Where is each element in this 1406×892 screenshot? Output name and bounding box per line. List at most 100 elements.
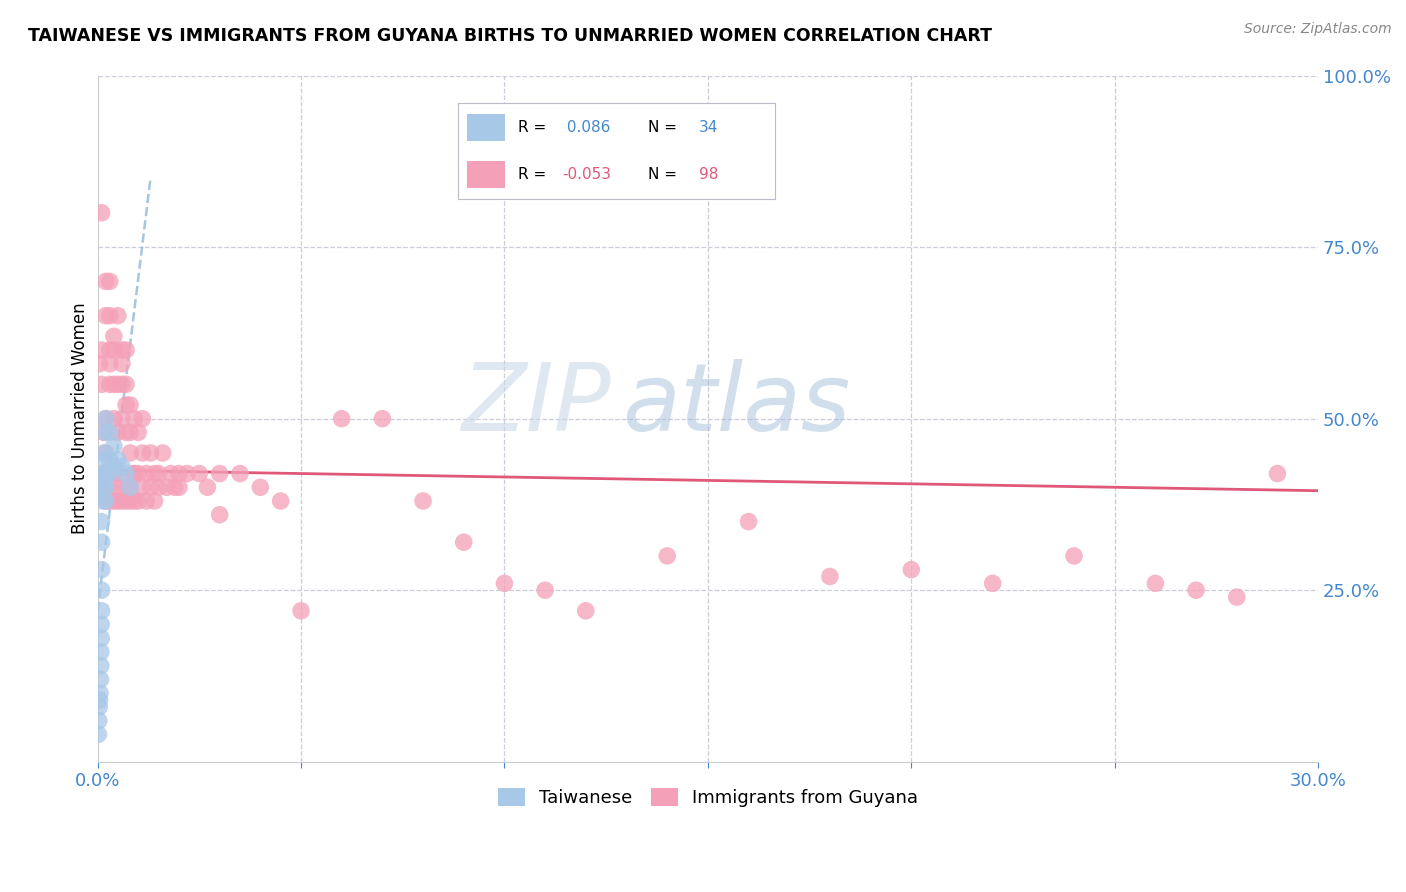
Point [91, 480, 114, 494]
Text: Source: ZipAtlas.com: Source: ZipAtlas.com [1244, 22, 1392, 37]
Point [98, 467, 121, 481]
Point [188, 467, 211, 481]
Point [131, 411, 153, 425]
Point [139, 446, 162, 460]
Point [94, 446, 117, 460]
Point [94, 452, 117, 467]
Point [103, 494, 125, 508]
Point [167, 467, 190, 481]
Point [818, 569, 841, 583]
Point [93, 446, 115, 460]
Point [94, 494, 117, 508]
Point [98, 494, 121, 508]
Point [148, 480, 170, 494]
Point [103, 411, 125, 425]
Point [115, 425, 138, 440]
Point [122, 467, 145, 481]
Point [135, 467, 157, 481]
Point [98, 480, 121, 494]
Point [87, 727, 110, 741]
Point [115, 467, 138, 481]
Point [453, 535, 475, 549]
Point [94, 309, 117, 323]
Point [89, 699, 111, 714]
Point [131, 480, 153, 494]
Point [107, 452, 129, 467]
Point [575, 604, 598, 618]
Point [90, 645, 112, 659]
Point [111, 343, 134, 357]
Point [131, 446, 153, 460]
Point [163, 480, 186, 494]
Point [98, 377, 121, 392]
Point [98, 425, 121, 440]
Point [120, 398, 142, 412]
Point [91, 494, 114, 508]
Y-axis label: Births to Unmarried Women: Births to Unmarried Women [72, 302, 89, 534]
Point [120, 480, 142, 494]
Point [152, 446, 174, 460]
Point [93, 425, 115, 440]
Point [208, 508, 231, 522]
Point [156, 480, 179, 494]
Text: atlas: atlas [623, 359, 851, 450]
Point [127, 425, 149, 440]
Point [197, 480, 219, 494]
Point [98, 274, 121, 288]
Point [90, 563, 112, 577]
Point [90, 658, 112, 673]
Point [1185, 583, 1208, 598]
Text: ZIP: ZIP [461, 359, 610, 450]
Point [111, 377, 134, 392]
Point [90, 632, 112, 646]
Point [1226, 590, 1249, 604]
Point [167, 480, 190, 494]
Point [89, 357, 111, 371]
Point [103, 439, 125, 453]
Point [176, 467, 198, 481]
Point [120, 425, 142, 440]
Point [90, 206, 112, 220]
Point [90, 515, 112, 529]
Point [115, 494, 138, 508]
Point [94, 480, 117, 494]
Point [122, 494, 145, 508]
Point [981, 576, 1004, 591]
Point [94, 411, 117, 425]
Point [94, 467, 117, 481]
Point [139, 480, 162, 494]
Point [290, 604, 312, 618]
Point [111, 480, 134, 494]
Point [111, 494, 134, 508]
Point [159, 467, 181, 481]
Point [127, 467, 149, 481]
Legend: Taiwanese, Immigrants from Guyana: Taiwanese, Immigrants from Guyana [491, 780, 925, 814]
Point [111, 357, 134, 371]
Point [103, 329, 125, 343]
Point [143, 494, 166, 508]
Text: TAIWANESE VS IMMIGRANTS FROM GUYANA BIRTHS TO UNMARRIED WOMEN CORRELATION CHART: TAIWANESE VS IMMIGRANTS FROM GUYANA BIRT… [28, 27, 993, 45]
Point [107, 377, 129, 392]
Point [90, 467, 112, 481]
Point [534, 583, 557, 598]
Point [98, 452, 121, 467]
Point [107, 494, 129, 508]
Point [98, 357, 121, 371]
Point [107, 425, 129, 440]
Point [103, 459, 125, 474]
Point [103, 467, 125, 481]
Point [107, 309, 129, 323]
Point [93, 425, 115, 440]
Point [122, 411, 145, 425]
Point [90, 343, 112, 357]
Point [1144, 576, 1167, 591]
Point [900, 563, 922, 577]
Point [89, 673, 111, 687]
Point [115, 480, 138, 494]
Point [330, 411, 353, 425]
Point [120, 480, 142, 494]
Point [89, 686, 111, 700]
Point [111, 411, 134, 425]
Point [90, 583, 112, 598]
Point [103, 377, 125, 392]
